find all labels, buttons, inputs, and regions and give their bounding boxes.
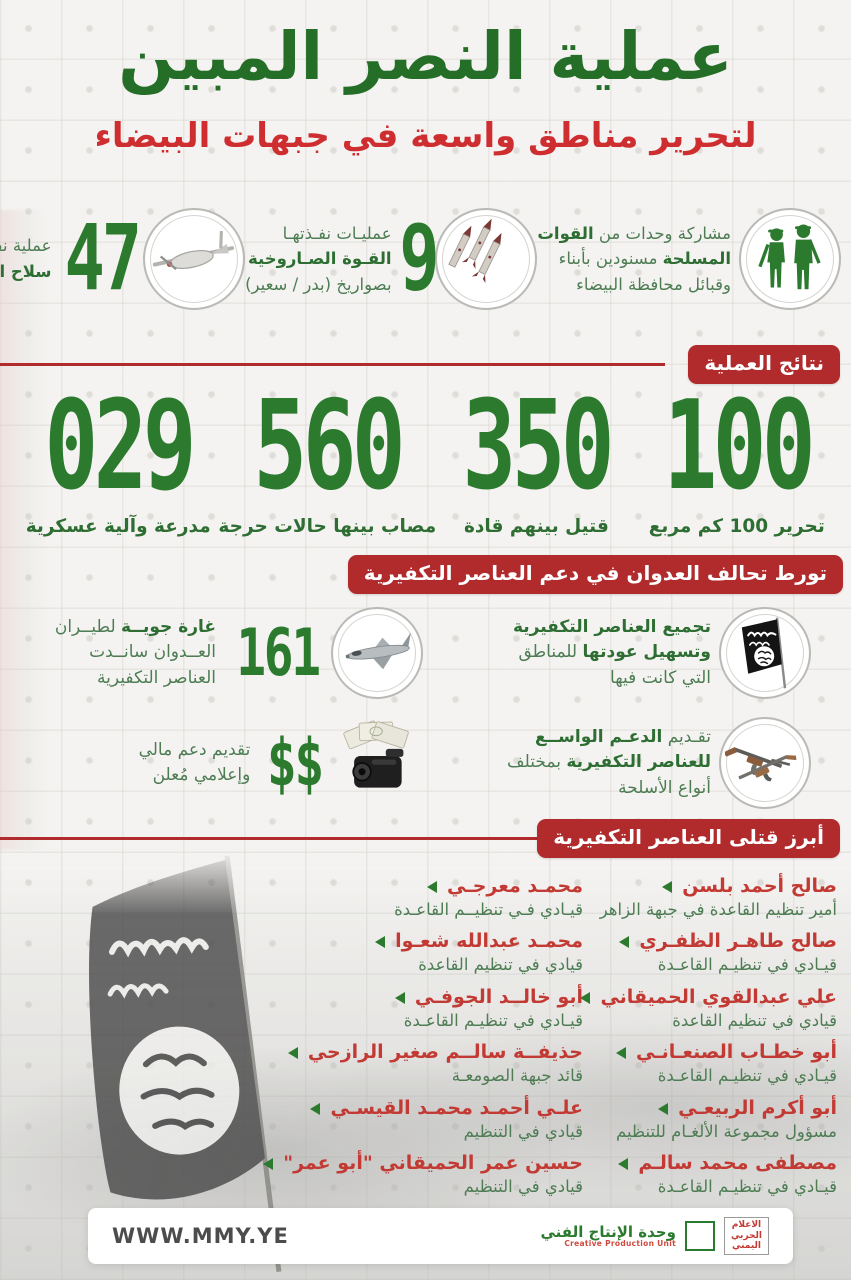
casualty-item: أبو أكرم الربيعـي مسؤول مجموعة الألغـام …: [615, 1096, 837, 1141]
fighter-jet-icon: [331, 607, 423, 699]
footer-bar: WWW.MMY.YE وحدة الإنتاج الفني Creative P…: [88, 1208, 793, 1264]
bullet-arrow-icon: [427, 880, 437, 893]
support-header-pill: تورط تحالف العدوان في دعم العناصر التكفي…: [347, 555, 843, 594]
casualty-item: محمـد عبدالله شعـوا قيادي في تنظيم القاع…: [267, 931, 583, 975]
page-subtitle: لتحرير مناطق واسعة في جبهات البيضاء: [94, 116, 757, 156]
stat-missile-force-text: عمليـات نفـذتهـا القـوة الصـاروخية بصوار…: [245, 223, 392, 294]
support-grid: تجميع العناصر التكفيرية وتسهيل عودتها لل…: [0, 598, 851, 818]
military-media-logo: الاعلام الحربي اليمني: [723, 1217, 769, 1255]
soldiers-icon: [739, 208, 841, 310]
result-injured: 560 مصاب بينها حالات حرجة: [218, 374, 437, 537]
header-line: [0, 363, 665, 366]
top-stats-row: مشاركة وحدات من القوات المسلحة مسنودين ب…: [0, 198, 841, 320]
bullet-arrow-icon: [287, 1047, 298, 1060]
stat-armed-forces-text: مشاركة وحدات من القوات المسلحة مسنودين ب…: [537, 223, 731, 294]
casualty-item: حذيفــة سالــم صغير الرازحي قائد جبهة ال…: [267, 1042, 583, 1086]
casualty-item: مصطفى محمد سالـم قيـادي في تنظيـم القاعـ…: [591, 1152, 837, 1197]
page-title: عملية النصر المبين: [118, 18, 734, 95]
casualty-item: أبو خطـاب الصنعـانـي قيـادي في تنظيـم ال…: [591, 1042, 837, 1086]
support-gather: تجميع العناصر التكفيرية وتسهيل عودتها لل…: [431, 598, 851, 708]
black-flag-icon: [719, 607, 811, 699]
unit-logo-mark: [684, 1221, 715, 1251]
bullet-arrow-icon: [619, 936, 630, 949]
support-weapons-text: تقـديم الدعـم الواســع للعناصر التكفيرية…: [507, 726, 711, 798]
bullet-arrow-icon: [658, 1102, 669, 1115]
bullet-arrow-icon: [263, 1158, 274, 1171]
drone-ops-count: 47: [64, 206, 142, 312]
casualty-item: علـي أحمـد محمـد القيسـي قيادي في التنظي…: [267, 1097, 583, 1142]
casualty-item: صالح أحمد بلسن أمير تنظيم القاعدة في جبه…: [599, 875, 837, 919]
website-url: WWW.MMY.YE: [112, 1224, 289, 1248]
casualty-item: حسين عمر الحميقاني "أبو عمر" قيادي في ال…: [263, 1152, 583, 1197]
money-camera-icon: [331, 717, 423, 809]
support-airstrikes-text: غارة جويــة لطيــران العــدوان سانــدت ا…: [54, 616, 217, 688]
results-header-pill: نتائج العملية: [688, 345, 840, 384]
section-results-header: نتائج العملية: [0, 345, 851, 385]
drone-icon: [143, 208, 246, 310]
bullet-arrow-icon: [394, 991, 405, 1004]
casualties-column-left: محمـد معرجـي قيـادي فـي تنظيــم القاعـدة…: [263, 875, 583, 1209]
result-area: 100 تحرير 100 كم مربع: [648, 374, 825, 537]
battlefield-photo: [0, 845, 851, 1280]
bullet-arrow-icon: [662, 880, 673, 893]
producer-logo: وحدة الإنتاج الفني Creative Production U…: [540, 1217, 769, 1255]
missiles-icon: [435, 208, 538, 310]
result-killed: 350 قتيل بينهم قادة: [462, 374, 615, 537]
casualties-header-pill: أبرز قتلى العناصر التكفيرية: [537, 819, 840, 858]
section-support-header: تورط تحالف العدوان في دعم العناصر التكفي…: [0, 555, 851, 595]
production-unit-name-ar: وحدة الإنتاج الفني: [540, 1222, 676, 1241]
bullet-arrow-icon: [580, 991, 591, 1004]
section-casualties-header: أبرز قتلى العناصر التكفيرية: [0, 819, 851, 859]
bullet-arrow-icon: [618, 1158, 629, 1171]
support-funding-text: تقديم دعم مالي وإعلامي مُعلن: [138, 739, 251, 786]
stat-air-force: 47 عملية نفذها سلاح الجو المسير: [0, 206, 246, 312]
bullet-arrow-icon: [615, 1047, 626, 1060]
casualty-item: أبو خالــد الجوفـي قيـادي في تنظيـم القا…: [267, 986, 583, 1031]
support-airstrikes: 161 غارة جويــة لطيــران العــدوان سانــ…: [0, 598, 431, 708]
bullet-arrow-icon: [375, 936, 386, 949]
production-unit-name-en: Creative Production Unit: [564, 1239, 676, 1249]
casualty-item: صالح طاهـر الظفـري قيـادي في تنظيـم القا…: [591, 931, 837, 975]
black-flag-photo: [89, 855, 282, 1272]
rifles-icon: [719, 717, 811, 809]
missile-ops-count: 9: [398, 206, 439, 312]
casualty-item: محمـد معرجـي قيـادي فـي تنظيــم القاعـدة: [394, 875, 583, 919]
support-gather-text: تجميع العناصر التكفيرية وتسهيل عودتها لل…: [512, 616, 711, 688]
header-line: [0, 837, 605, 840]
result-vehicles: 029 مدرعة وآلية عسكرية: [25, 374, 211, 537]
stat-air-force-text: عملية نفذها سلاح الجو المسير: [0, 236, 52, 281]
support-funding: $$ تقديم دعم مالي وإعلامي مُعلن: [0, 708, 431, 818]
funding-symbol: $$: [267, 724, 324, 801]
bullet-arrow-icon: [310, 1102, 321, 1115]
airstrikes-count: 161: [236, 614, 321, 691]
stat-armed-forces: مشاركة وحدات من القوات المسلحة مسنودين ب…: [537, 208, 841, 310]
casualty-item: علي عبدالقوي الحميقاني قيادي في تنظيم ال…: [580, 986, 837, 1031]
support-weapons: تقـديم الدعـم الواســع للعناصر التكفيرية…: [431, 708, 851, 818]
casualties-column-right: صالح أحمد بلسن أمير تنظيم القاعدة في جبه…: [580, 875, 837, 1209]
side-watermark: [0, 210, 46, 850]
results-row: 100 تحرير 100 كم مربع 350 قتيل بينهم قاد…: [18, 374, 837, 537]
stat-missile-force: 9 عمليـات نفـذتهـا القـوة الصـاروخية بصو…: [245, 206, 538, 312]
